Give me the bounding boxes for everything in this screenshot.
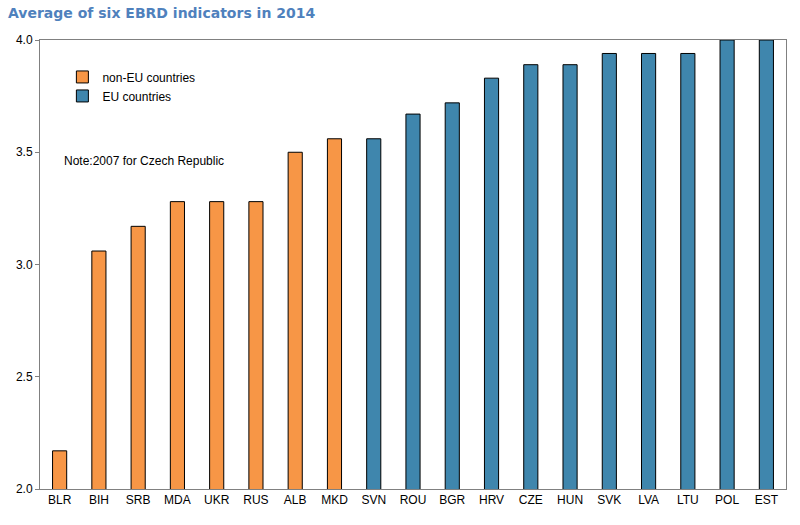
svg-text:3.0: 3.0 [16,258,33,272]
svg-text:SVK: SVK [597,493,621,507]
svg-text:2.5: 2.5 [16,370,33,384]
svg-text:SRB: SRB [126,493,151,507]
svg-text:HRV: HRV [479,493,504,507]
svg-text:ROU: ROU [400,493,427,507]
svg-text:MKD: MKD [321,493,348,507]
svg-text:LVA: LVA [638,493,659,507]
svg-text:HUN: HUN [557,493,583,507]
svg-text:3.5: 3.5 [16,145,33,159]
svg-text:2.0: 2.0 [16,482,33,496]
svg-text:4.0: 4.0 [16,33,33,47]
svg-text:EU countries: EU countries [102,90,171,104]
svg-text:RUS: RUS [243,493,268,507]
svg-text:MDA: MDA [164,493,191,507]
svg-text:BLR: BLR [48,493,72,507]
svg-text:Average of six EBRD indicators: Average of six EBRD indicators in 2014 [8,5,315,21]
svg-text:ALB: ALB [284,493,307,507]
svg-text:Note:2007 for Czech Republic: Note:2007 for Czech Republic [64,154,224,168]
svg-text:SVN: SVN [361,493,386,507]
svg-text:BGR: BGR [439,493,465,507]
svg-text:CZE: CZE [519,493,543,507]
svg-text:EST: EST [755,493,779,507]
svg-text:POL: POL [715,493,739,507]
svg-text:BIH: BIH [89,493,109,507]
svg-text:non-EU countries: non-EU countries [102,71,195,85]
svg-text:UKR: UKR [204,493,230,507]
svg-text:LTU: LTU [677,493,699,507]
